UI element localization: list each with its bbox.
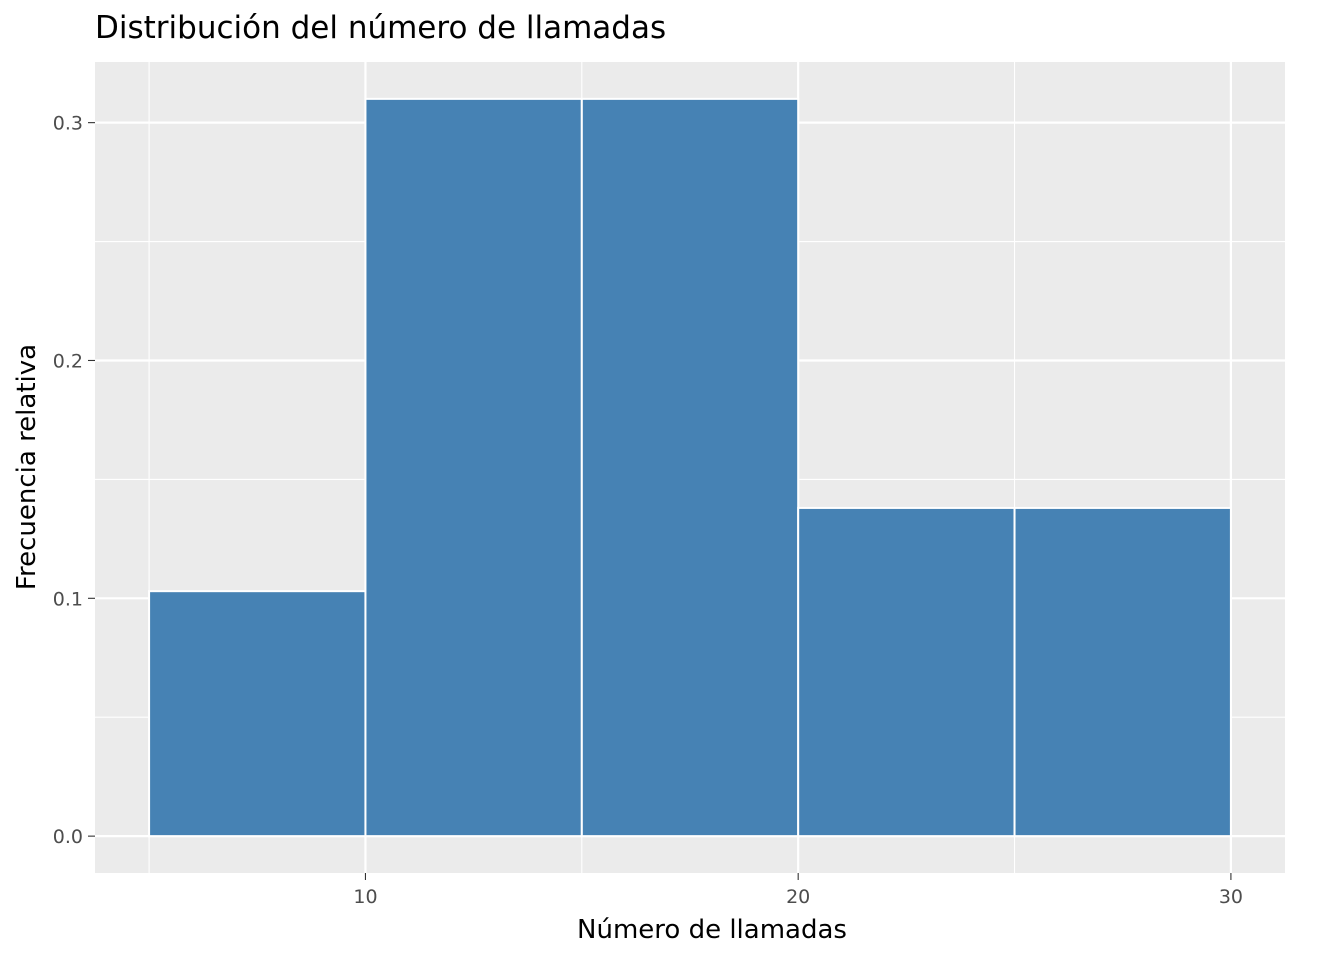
y-tick-label: 0.3 xyxy=(53,113,83,135)
chart-title: Distribución del número de llamadas xyxy=(95,10,666,46)
x-tick-label: 10 xyxy=(353,886,377,908)
x-axis-title: Número de llamadas xyxy=(577,915,847,945)
y-tick-label: 0.0 xyxy=(53,826,83,848)
y-tick-label: 0.1 xyxy=(53,588,83,610)
histogram-bar xyxy=(1013,506,1232,838)
x-tick-label: 30 xyxy=(1219,886,1243,908)
histogram-bar xyxy=(364,97,583,838)
x-tick-label: 20 xyxy=(786,886,810,908)
histogram-bar xyxy=(797,506,1016,838)
histogram-bar xyxy=(580,97,800,838)
y-axis-title: Frecuencia relativa xyxy=(12,344,42,590)
histogram-bars xyxy=(148,97,1232,838)
x-axis: 10 20 30 xyxy=(353,873,1243,908)
histogram-bar xyxy=(148,590,367,838)
y-axis: 0.0 0.1 0.2 0.3 xyxy=(53,113,95,848)
y-tick-label: 0.2 xyxy=(53,350,83,372)
